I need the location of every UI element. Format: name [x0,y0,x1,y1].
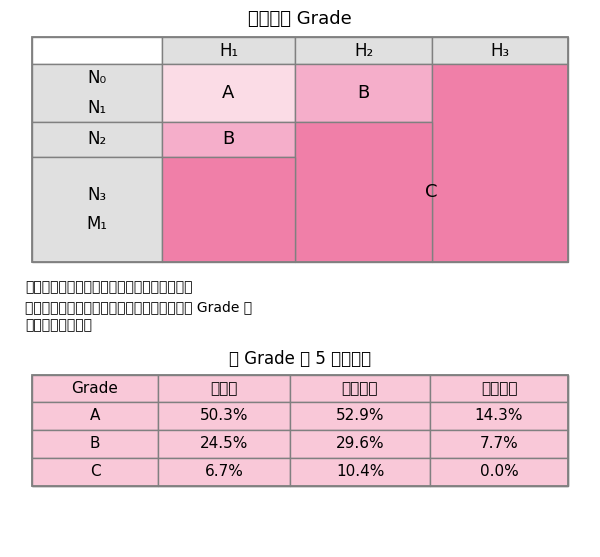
Text: N₂: N₂ [88,130,107,149]
Bar [32,37,162,64]
Bar [32,430,158,458]
Text: 決めない。: 決めない。 [25,318,92,332]
Bar [32,375,568,486]
Text: 6.7%: 6.7% [205,465,244,480]
Text: 24.5%: 24.5% [200,437,248,452]
Bar [32,64,162,122]
Text: 14.3%: 14.3% [475,408,523,423]
Text: A: A [223,84,235,102]
Bar [430,402,568,430]
Bar [158,375,290,486]
Bar [290,458,430,486]
Bar [158,375,290,402]
Bar [290,375,430,486]
Text: B: B [90,437,100,452]
Bar [162,64,295,122]
Bar [158,430,290,458]
Bar [295,64,432,122]
Text: N₀
N₁: N₀ N₁ [88,70,107,116]
Bar [430,375,568,486]
Bar [290,402,430,430]
Bar [430,458,568,486]
Text: 肝切除例: 肝切除例 [342,381,378,396]
Bar [162,37,295,64]
Text: 各 Grade の 5 年生存率: 各 Grade の 5 年生存率 [229,350,371,368]
Text: 注２：原発巣のリンパ節転移が不明の場合は Grade を: 注２：原発巣のリンパ節転移が不明の場合は Grade を [25,300,252,314]
Text: 50.3%: 50.3% [200,408,248,423]
Text: 肝転移の Grade: 肝転移の Grade [248,10,352,28]
Bar [295,122,432,262]
Text: C: C [425,183,438,201]
Bar [32,122,162,157]
Text: B: B [358,84,370,102]
Text: 7.7%: 7.7% [479,437,518,452]
Bar [32,458,158,486]
Bar [32,37,568,262]
Text: 全症例: 全症例 [211,381,238,396]
Bar [290,375,430,402]
Text: N₃
M₁: N₃ M₁ [86,186,107,233]
Text: A: A [90,408,100,423]
Text: 29.6%: 29.6% [335,437,385,452]
Text: H₃: H₃ [490,42,509,60]
Bar [430,430,568,458]
Bar [32,375,158,486]
Text: C: C [89,465,100,480]
Bar [290,430,430,458]
Text: 52.9%: 52.9% [336,408,384,423]
Bar [432,64,568,262]
Text: 10.4%: 10.4% [336,465,384,480]
Text: B: B [223,130,235,149]
Text: Grade: Grade [71,381,118,396]
Text: H₂: H₂ [354,42,373,60]
Text: 非切除例: 非切除例 [481,381,517,396]
Bar [158,458,290,486]
Bar [432,37,568,64]
Bar [32,157,162,262]
Bar [295,37,432,64]
Bar [158,402,290,430]
Bar [162,122,295,157]
Text: 0.0%: 0.0% [479,465,518,480]
Bar [430,375,568,402]
Text: H₁: H₁ [219,42,238,60]
Bar [32,402,158,430]
Text: 注１：Ｎは原発巣のリンパ節転移度である。: 注１：Ｎは原発巣のリンパ節転移度である。 [25,280,193,294]
Bar [32,375,158,402]
Bar [162,157,295,262]
